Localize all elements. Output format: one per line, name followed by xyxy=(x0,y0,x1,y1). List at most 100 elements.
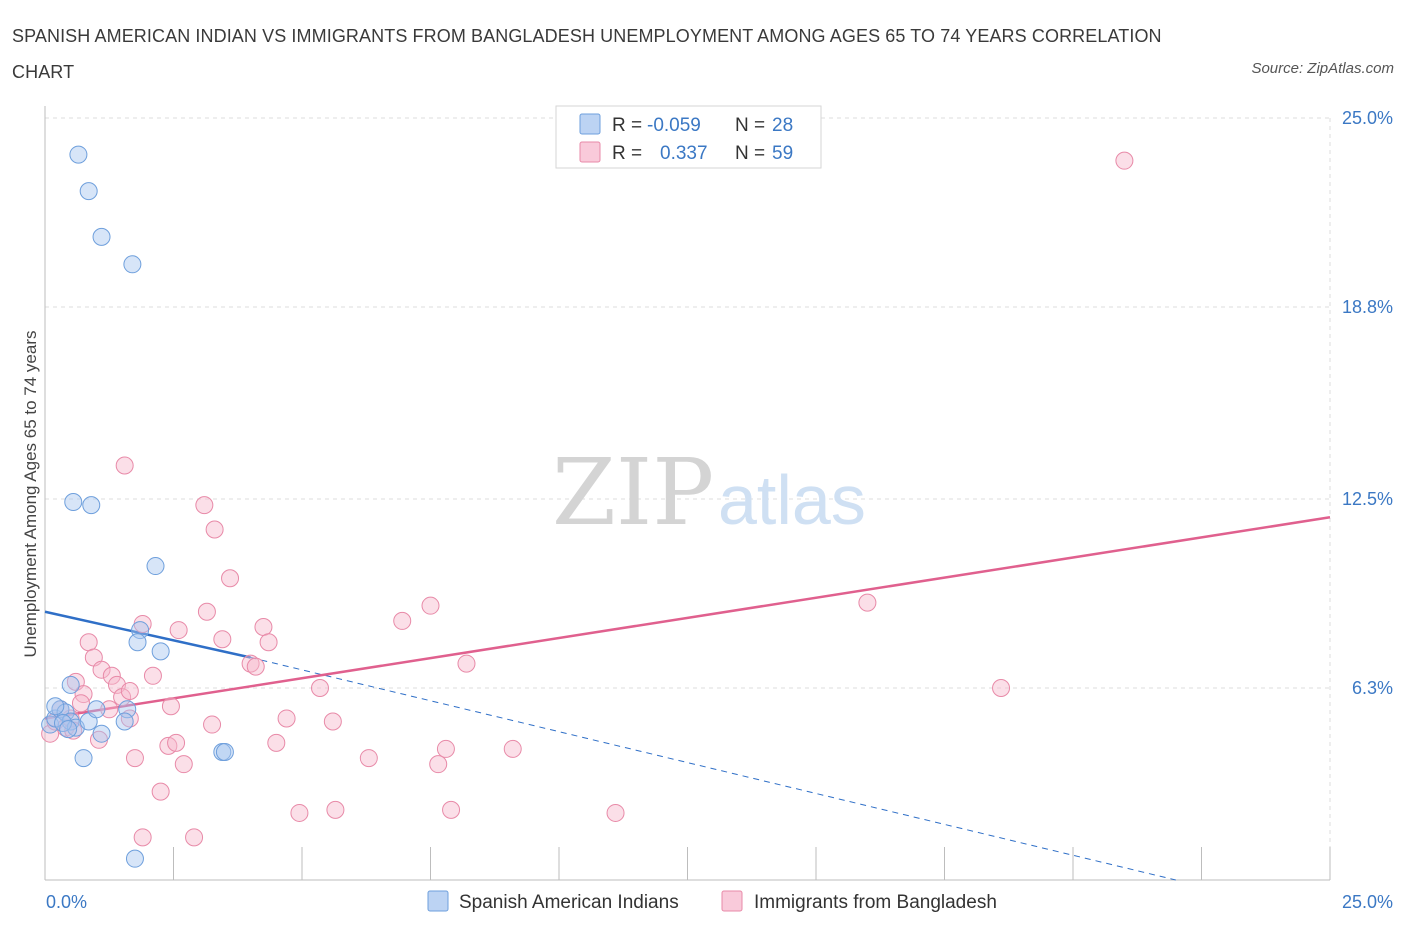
point-spanish-american-indians-9 xyxy=(61,675,80,694)
point-immigrants-from-bangladesh-33 xyxy=(241,654,260,673)
point-immigrants-from-bangladesh-28 xyxy=(197,602,216,621)
point-spanish-american-indians-2 xyxy=(51,700,70,719)
point-immigrants-from-bangladesh-31 xyxy=(213,630,232,649)
x-tick-label-1: 25.0% xyxy=(1342,892,1393,912)
point-immigrants-from-bangladesh-39 xyxy=(290,803,309,822)
source-label: Source: ZipAtlas.com xyxy=(1251,60,1394,77)
point-immigrants-from-bangladesh-27 xyxy=(195,496,214,515)
stats-n-label-2: N = xyxy=(735,143,765,164)
point-immigrants-from-bangladesh-50 xyxy=(503,739,522,758)
point-immigrants-from-bangladesh-34 xyxy=(246,657,265,676)
point-immigrants-from-bangladesh-21 xyxy=(151,782,170,801)
point-spanish-american-indians-7 xyxy=(53,714,72,733)
point-spanish-american-indians-10 xyxy=(64,493,83,512)
point-immigrants-from-bangladesh-32 xyxy=(221,569,240,588)
point-immigrants-from-bangladesh-56 xyxy=(1115,151,1134,170)
y-tick-label-1: 18.8% xyxy=(1342,297,1393,317)
point-immigrants-from-bangladesh-52 xyxy=(133,828,152,847)
legend-label-immigrants-from-bangladesh: Immigrants from Bangladesh xyxy=(754,892,997,913)
point-immigrants-from-bangladesh-37 xyxy=(267,733,286,752)
point-immigrants-from-bangladesh-7 xyxy=(79,633,98,652)
trend-line-spanish-american-indians-extrapolated xyxy=(250,657,1176,881)
point-immigrants-from-bangladesh-53 xyxy=(185,828,204,847)
point-immigrants-from-bangladesh-18 xyxy=(125,749,144,768)
legend-label-spanish-american-indians: Spanish American Indians xyxy=(459,892,679,913)
point-immigrants-from-bangladesh-23 xyxy=(161,697,180,716)
stats-r-value-2: 0.337 xyxy=(660,143,708,164)
point-immigrants-from-bangladesh-12 xyxy=(102,666,121,685)
point-immigrants-from-bangladesh-36 xyxy=(259,633,278,652)
series-legend: Spanish American Indians Immigrants from… xyxy=(427,890,997,913)
stats-legend-swatch-blue xyxy=(579,113,601,135)
point-immigrants-from-bangladesh-42 xyxy=(326,800,345,819)
point-spanish-american-indians-21 xyxy=(115,712,134,731)
point-immigrants-from-bangladesh-40 xyxy=(310,678,329,697)
trend-line-immigrants-from-bangladesh xyxy=(44,516,1331,720)
point-immigrants-from-bangladesh-24 xyxy=(167,733,186,752)
y-tick-label-0: 25.0% xyxy=(1342,108,1393,128)
watermark-zip: ZIP xyxy=(552,439,714,546)
stats-legend-swatch-pink xyxy=(579,141,601,163)
stats-r-value-1: -0.059 xyxy=(647,115,701,136)
stats-n-value-2: 59 xyxy=(772,143,793,164)
point-immigrants-from-bangladesh-47 xyxy=(436,739,455,758)
point-immigrants-from-bangladesh-55 xyxy=(992,678,1011,697)
axes xyxy=(44,106,1331,881)
point-immigrants-from-bangladesh-11 xyxy=(100,700,119,719)
point-spanish-american-indians-19 xyxy=(74,749,93,768)
x-tick-labels: 0.0% 25.0% xyxy=(46,892,1393,912)
point-spanish-american-indians-25 xyxy=(146,557,165,576)
legend-swatch-spanish-american-indians xyxy=(427,890,449,912)
y-tick-label-3: 6.3% xyxy=(1352,678,1393,698)
stats-n-label-1: N = xyxy=(735,115,765,136)
watermark-atlas: atlas xyxy=(718,461,866,539)
point-immigrants-from-bangladesh-20 xyxy=(143,666,162,685)
point-immigrants-from-bangladesh-35 xyxy=(254,618,273,637)
point-spanish-american-indians-27 xyxy=(215,742,234,761)
trend-lines xyxy=(44,516,1331,881)
point-spanish-american-indians-23 xyxy=(128,633,147,652)
stats-legend: R = -0.059 N = 28 R = 0.337 N = 59 xyxy=(555,105,822,169)
point-spanish-american-indians-24 xyxy=(151,642,170,661)
watermark: ZIP atlas xyxy=(552,439,866,546)
point-spanish-american-indians-17 xyxy=(87,700,106,719)
point-immigrants-from-bangladesh-54 xyxy=(858,593,877,612)
point-immigrants-from-bangladesh-48 xyxy=(442,800,461,819)
point-immigrants-from-bangladesh-26 xyxy=(174,755,193,774)
point-immigrants-from-bangladesh-43 xyxy=(359,749,378,768)
point-spanish-american-indians-15 xyxy=(123,255,142,274)
point-immigrants-from-bangladesh-6 xyxy=(71,694,90,713)
y-tick-labels: 25.0% 18.8% 12.5% 6.3% xyxy=(1342,108,1393,698)
point-immigrants-from-bangladesh-29 xyxy=(203,715,222,734)
point-spanish-american-indians-18 xyxy=(92,724,111,743)
point-spanish-american-indians-14 xyxy=(92,227,111,246)
point-immigrants-from-bangladesh-25 xyxy=(169,621,188,640)
point-immigrants-from-bangladesh-38 xyxy=(277,709,296,728)
point-immigrants-from-bangladesh-17 xyxy=(115,456,134,475)
point-immigrants-from-bangladesh-9 xyxy=(92,660,111,679)
point-spanish-american-indians-11 xyxy=(82,496,101,515)
point-spanish-american-indians-8 xyxy=(59,720,78,739)
point-immigrants-from-bangladesh-15 xyxy=(120,682,139,701)
point-immigrants-from-bangladesh-45 xyxy=(421,596,440,615)
point-immigrants-from-bangladesh-49 xyxy=(457,654,476,673)
point-immigrants-from-bangladesh-30 xyxy=(205,520,224,539)
point-spanish-american-indians-28 xyxy=(125,849,144,868)
y-axis-label: Unemployment Among Ages 65 to 74 years xyxy=(21,331,40,658)
stats-r-label-1: R = xyxy=(612,115,642,136)
stats-n-value-1: 28 xyxy=(772,115,793,136)
chart-title: SPANISH AMERICAN INDIAN VS IMMIGRANTS FR… xyxy=(12,26,1162,82)
point-spanish-american-indians-12 xyxy=(69,145,88,164)
y-tick-label-2: 12.5% xyxy=(1342,489,1393,509)
data-points xyxy=(41,145,1134,868)
point-immigrants-from-bangladesh-44 xyxy=(393,611,412,630)
stats-r-label-2: R = xyxy=(612,143,642,164)
point-spanish-american-indians-6 xyxy=(46,697,65,716)
x-tick-label-0: 0.0% xyxy=(46,892,87,912)
point-spanish-american-indians-0 xyxy=(41,715,60,734)
point-immigrants-from-bangladesh-51 xyxy=(606,803,625,822)
point-immigrants-from-bangladesh-46 xyxy=(429,755,448,774)
point-spanish-american-indians-13 xyxy=(79,182,98,201)
legend-swatch-immigrants-from-bangladesh xyxy=(721,890,743,912)
